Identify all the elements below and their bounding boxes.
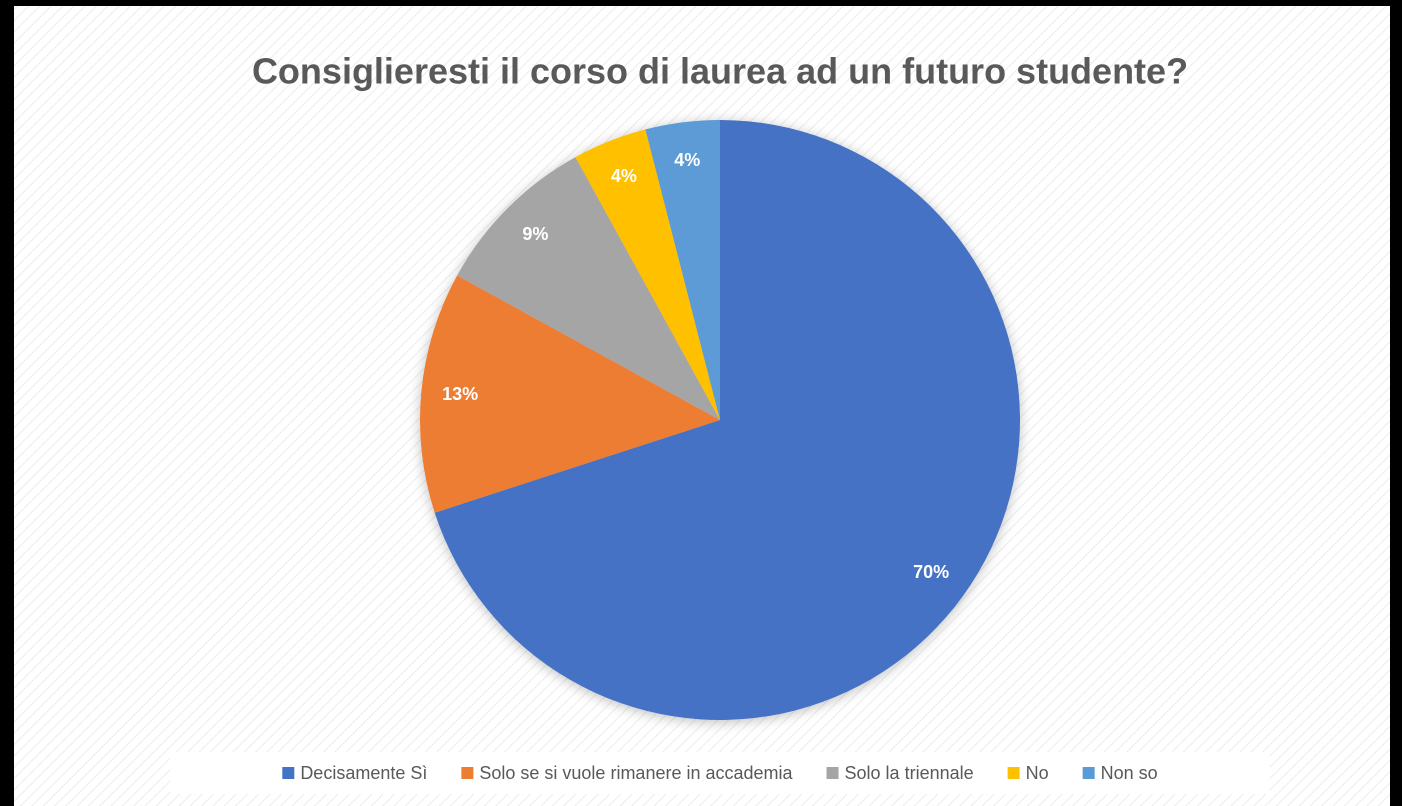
pie-slice [420, 275, 720, 513]
legend-label: Solo la triennale [845, 763, 974, 783]
data-label: 4% [611, 166, 637, 186]
legend-label: Solo se si vuole rimanere in accademia [479, 763, 793, 783]
pie [420, 120, 1021, 720]
pie-slice [645, 120, 720, 420]
pie-slice [457, 157, 720, 420]
legend: Decisamente Sì Solo se si vuole rimanere … [282, 763, 1158, 783]
legend-swatch [461, 767, 474, 779]
legend-label: No [1026, 763, 1049, 783]
data-label: 70% [913, 562, 949, 582]
data-labels: 70% 13% 9% 4% 4% [442, 150, 949, 582]
legend-swatch [1082, 767, 1095, 779]
legend-swatch [1007, 767, 1020, 779]
pie-slice [434, 120, 1021, 720]
data-label: 9% [522, 224, 548, 244]
legend-label: Non so [1101, 763, 1158, 783]
chart-title: Consiglieresti il corso di laurea ad un … [252, 51, 1188, 92]
pie-slice [575, 129, 720, 420]
legend-label: Decisamente Sì [300, 763, 427, 783]
legend-swatch [282, 767, 295, 779]
data-label: 4% [674, 150, 700, 170]
data-label: 13% [442, 384, 478, 404]
legend-swatch [826, 767, 839, 779]
